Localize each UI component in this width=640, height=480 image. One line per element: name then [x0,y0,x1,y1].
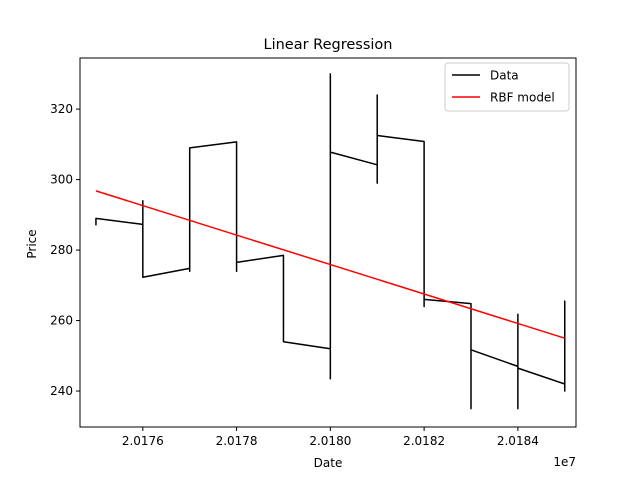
plot-area [95,73,566,410]
x-axis-offset-label: 1e7 [553,455,576,469]
y-tick-label: 260 [50,314,73,328]
legend: Data RBF model [444,62,570,112]
axes: 2.0176 2.0178 2.0180 2.0182 2.0184 240 260 280 3… [50,57,577,448]
x-tick-label: 2.0178 [216,434,258,448]
x-tick-label: 2.0182 [403,434,445,448]
series-line-rbf-model [95,190,565,339]
series-line-data [95,73,566,410]
legend-label-rbf-model: RBF model [490,91,555,105]
x-tick-label: 2.0176 [122,434,164,448]
y-tick-label: 240 [50,384,73,398]
y-axis-title: Price [25,229,39,258]
x-axis-title: Date [314,456,343,470]
legend-label-data: Data [490,69,519,83]
y-tick-label: 300 [50,173,73,187]
y-tick-label: 280 [50,243,73,257]
y-tick-label: 320 [50,102,73,116]
x-tick-label: 2.0184 [497,434,539,448]
chart-title: Linear Regression [264,37,393,53]
axes-frame [79,57,577,428]
x-tick-label: 2.0180 [309,434,351,448]
